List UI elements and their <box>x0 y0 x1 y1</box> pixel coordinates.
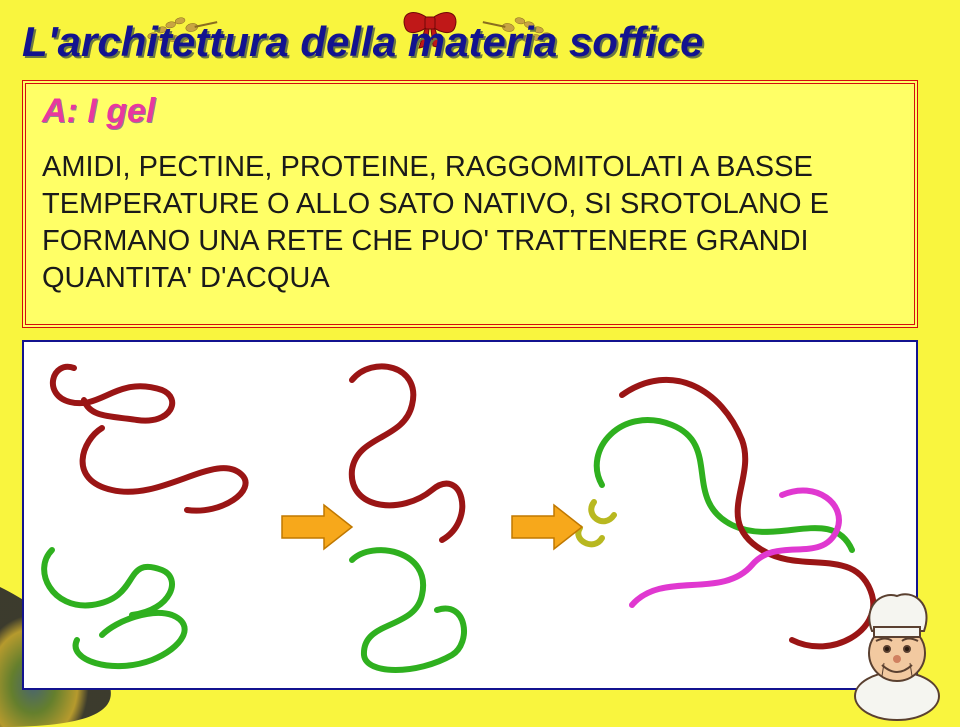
chef-icon <box>842 581 952 721</box>
diagram-svg <box>22 340 918 690</box>
slide: L'architettura della materia soffice L'a… <box>0 0 960 727</box>
subtitle: A: I gel A: I gel <box>42 92 898 131</box>
slide-title: L'architettura della materia soffice L'a… <box>22 18 938 66</box>
content-box: A: I gel A: I gel AMIDI, PECTINE, PROTEI… <box>22 80 918 328</box>
diagram-container <box>22 340 918 690</box>
body-text: AMIDI, PECTINE, PROTEINE, RAGGOMITOLATI … <box>42 149 898 297</box>
